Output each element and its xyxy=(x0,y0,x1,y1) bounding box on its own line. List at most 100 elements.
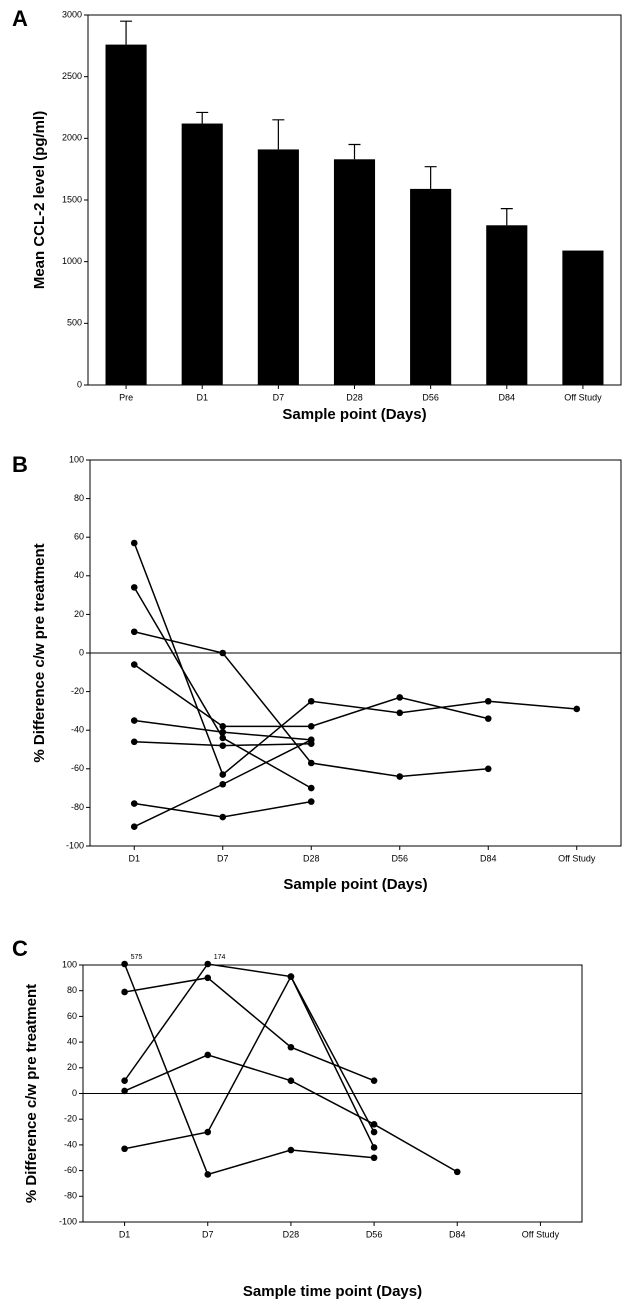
point xyxy=(219,728,227,736)
point xyxy=(130,738,138,746)
x-tick-label: D84 xyxy=(499,392,516,402)
y-tick-label: -100 xyxy=(59,1216,77,1226)
y-tick-label: -40 xyxy=(71,725,84,735)
y-tick-label: 1000 xyxy=(62,256,82,266)
y-tick-label: -100 xyxy=(66,840,84,850)
point xyxy=(370,1121,378,1128)
point xyxy=(130,800,138,807)
x-tick-label: D1 xyxy=(119,1229,131,1239)
point xyxy=(287,973,295,980)
point xyxy=(307,759,315,767)
series-line xyxy=(133,542,577,776)
x-tick-label: D56 xyxy=(366,1229,383,1239)
point xyxy=(396,694,404,701)
x-tick-label: Pre xyxy=(119,392,133,402)
point xyxy=(287,1146,295,1154)
y-tick-label: 500 xyxy=(67,318,82,328)
point xyxy=(453,1168,461,1176)
error-bar xyxy=(196,111,209,124)
y-tick-label: -60 xyxy=(71,763,84,773)
point xyxy=(219,742,227,749)
error-bar xyxy=(348,143,361,160)
y-tick-label: 20 xyxy=(67,1062,77,1072)
point xyxy=(287,1043,295,1051)
point xyxy=(370,1144,378,1151)
panel-letter: C xyxy=(12,936,28,961)
x-tick-label: D1 xyxy=(196,392,208,402)
point xyxy=(219,771,227,778)
y-tick-label: -80 xyxy=(71,802,84,812)
point xyxy=(204,974,212,982)
y-tick-label: 3000 xyxy=(62,9,82,19)
y-tick-label: 0 xyxy=(77,379,82,389)
bar xyxy=(562,250,604,385)
point xyxy=(396,709,404,717)
series-line xyxy=(124,977,375,1082)
error-bar xyxy=(500,208,513,226)
x-axis-label: Sample point (Days) xyxy=(283,876,427,893)
series-line xyxy=(133,586,312,789)
series-line xyxy=(124,974,375,1150)
x-tick-label: D84 xyxy=(480,853,497,863)
value-label: 174 xyxy=(214,954,226,961)
y-tick-label: 0 xyxy=(79,647,84,657)
point xyxy=(121,988,128,996)
series-line xyxy=(123,963,375,1148)
x-tick-label: D84 xyxy=(449,1229,466,1239)
x-tick-label: D56 xyxy=(391,853,408,863)
x-tick-label: Off Study xyxy=(564,392,602,402)
point xyxy=(121,1145,128,1153)
point xyxy=(121,1087,128,1095)
y-tick-label: 100 xyxy=(69,454,84,464)
x-tick-label: D1 xyxy=(128,853,140,863)
point xyxy=(573,705,581,713)
y-tick-label: 100 xyxy=(62,959,77,969)
y-tick-label: 60 xyxy=(74,532,84,542)
point xyxy=(396,773,404,780)
x-tick-label: Off Study xyxy=(558,853,596,863)
x-tick-label: Off Study xyxy=(522,1229,560,1239)
error-bar xyxy=(424,166,437,189)
bar xyxy=(410,188,452,385)
point xyxy=(219,723,227,730)
bar xyxy=(105,44,147,385)
point xyxy=(130,539,138,547)
y-tick-label: 80 xyxy=(67,985,77,995)
point xyxy=(204,1128,212,1136)
point xyxy=(370,1077,378,1084)
series-line xyxy=(133,663,489,728)
bar xyxy=(181,123,223,386)
x-tick-label: D28 xyxy=(346,392,363,402)
error-bar xyxy=(272,119,285,150)
point xyxy=(204,1171,212,1178)
y-tick-label: 1500 xyxy=(62,194,82,204)
point xyxy=(307,736,315,744)
point xyxy=(370,1128,378,1136)
x-axis-label: Sample time point (Days) xyxy=(243,1283,422,1300)
point xyxy=(130,823,138,830)
y-tick-label: 2500 xyxy=(62,71,82,81)
bar xyxy=(486,225,528,385)
panel-letter: B xyxy=(12,452,28,477)
y-tick-label: 40 xyxy=(67,1036,77,1046)
y-axis-label: % Difference c/w pre treatment xyxy=(31,543,48,762)
point xyxy=(307,784,315,792)
series-line xyxy=(124,1054,458,1173)
point xyxy=(307,697,315,705)
y-tick-label: -40 xyxy=(64,1139,77,1149)
point xyxy=(307,723,315,730)
x-tick-label: D28 xyxy=(283,1229,300,1239)
y-tick-label: 40 xyxy=(74,570,84,580)
y-axis-label: Mean CCL-2 level (pg/ml) xyxy=(31,111,48,289)
point xyxy=(130,661,138,668)
error-bar xyxy=(120,20,133,45)
x-tick-label: D28 xyxy=(303,853,320,863)
x-tick-label: D56 xyxy=(422,392,439,402)
point xyxy=(219,780,227,788)
x-tick-label: D7 xyxy=(273,392,285,402)
y-tick-label: -20 xyxy=(64,1114,77,1124)
point xyxy=(219,813,227,821)
x-tick-label: D7 xyxy=(217,853,229,863)
x-axis-label: Sample point (Days) xyxy=(282,406,426,423)
